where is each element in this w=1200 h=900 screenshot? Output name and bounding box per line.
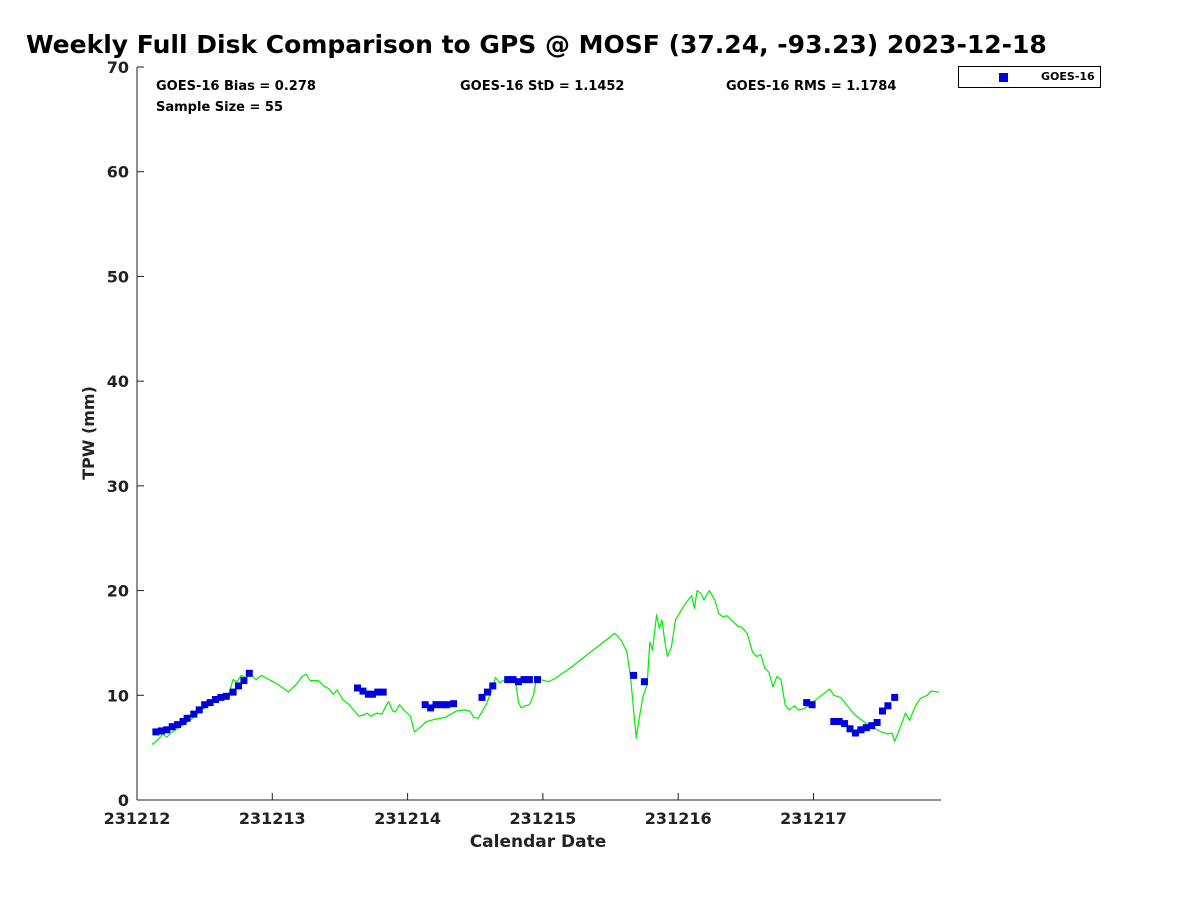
goes16-point [222, 692, 230, 700]
goes16-point [168, 723, 176, 731]
goes16-point [190, 710, 198, 718]
x-axis-label: Calendar Date [470, 832, 607, 852]
goes16-point [195, 706, 203, 714]
goes16-point [857, 726, 865, 734]
goes16-point [421, 701, 429, 709]
goes16-point [891, 693, 899, 701]
goes16-point [374, 688, 382, 696]
goes16-point [830, 718, 838, 725]
x-tick-label: 231216 [645, 809, 712, 828]
goes16-point [640, 678, 648, 686]
x-tick-label: 231212 [104, 809, 171, 828]
goes16-point [841, 720, 849, 728]
goes16-point [179, 718, 187, 725]
goes16-point [450, 700, 458, 708]
y-tick-label: 30 [107, 477, 129, 496]
x-tick-label: 231213 [239, 809, 306, 828]
y-tick-label: 40 [107, 372, 129, 391]
goes16-point [174, 721, 182, 729]
goes16-point [379, 688, 387, 696]
goes16-point [803, 699, 811, 707]
goes16-point [443, 701, 451, 709]
goes16-point [183, 714, 191, 722]
y-tick-label: 50 [107, 267, 129, 286]
gps-line [151, 590, 940, 745]
goes16-point [868, 722, 876, 730]
stat-std: GOES-16 StD = 1.1452 [460, 79, 625, 94]
goes16-point [489, 682, 497, 690]
goes16-point [427, 704, 435, 712]
goes16-point [504, 676, 512, 684]
goes16-point [163, 726, 171, 734]
goes16-point [525, 676, 533, 684]
stat-bias: GOES-16 Bias = 0.278 [156, 79, 316, 94]
goes16-point [364, 690, 372, 698]
goes16-point [808, 701, 816, 709]
x-tick-label: 231215 [510, 809, 577, 828]
goes16-point [630, 671, 638, 679]
goes16-point [359, 687, 367, 695]
goes16-point [873, 719, 881, 726]
goes16-point [229, 688, 237, 696]
y-tick-label: 60 [107, 163, 129, 182]
y-tick-label: 70 [107, 58, 129, 77]
goes16-point [884, 702, 892, 710]
goes16-point [483, 688, 491, 696]
goes16-point [862, 724, 870, 732]
stat-sample-size: Sample Size = 55 [156, 100, 284, 115]
goes16-point [354, 684, 361, 692]
goes16-point [157, 727, 165, 735]
goes16-point [509, 676, 517, 684]
goes16-point [515, 678, 522, 686]
goes16-point [432, 701, 440, 709]
y-tick-label: 20 [107, 582, 129, 601]
legend-marker-goes16 [999, 73, 1008, 82]
goes16-point [478, 693, 486, 701]
goes16-point [851, 729, 859, 737]
legend: GOES-16 [958, 66, 1101, 88]
goes16-point [368, 690, 376, 698]
goes16-point [235, 682, 242, 690]
goes16-point [520, 676, 528, 684]
goes16-point [212, 696, 219, 703]
y-axis-label: TPW (mm) [79, 386, 98, 480]
goes16-point [240, 677, 248, 685]
goes16-point [245, 669, 253, 677]
goes16-point [879, 707, 886, 715]
goes16-point [201, 701, 209, 709]
goes16-point [437, 701, 445, 709]
stat-rms: GOES-16 RMS = 1.1784 [726, 79, 897, 94]
goes16-point [835, 718, 843, 725]
x-tick-label: 231217 [780, 809, 847, 828]
goes16-point [152, 728, 160, 736]
goes16-point [846, 725, 854, 733]
goes16-point [217, 693, 225, 701]
y-tick-label: 0 [118, 791, 129, 810]
chart-title: Weekly Full Disk Comparison to GPS @ MOS… [26, 30, 1047, 59]
x-tick-label: 231214 [374, 809, 441, 828]
y-tick-label: 10 [107, 686, 129, 705]
legend-label-goes16: GOES-16 [1041, 70, 1095, 83]
goes16-point [206, 699, 214, 707]
goes16-point [534, 676, 541, 684]
